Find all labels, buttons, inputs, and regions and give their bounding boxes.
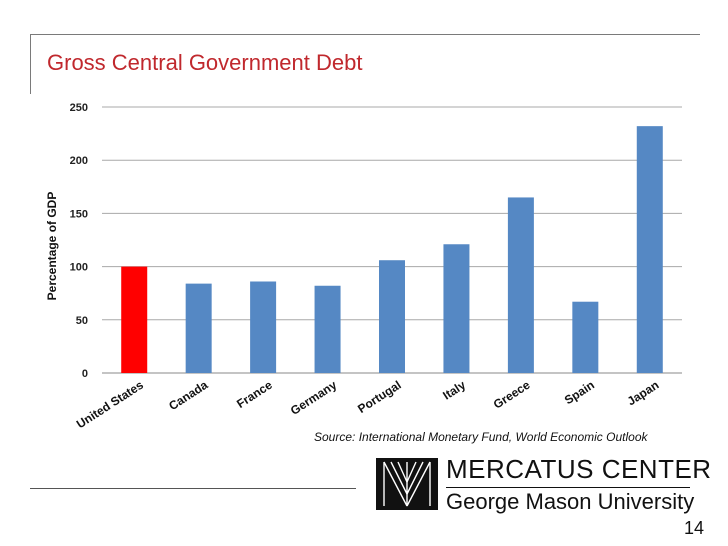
- x-tick-label: United States: [74, 378, 146, 432]
- left-frame-line: [30, 34, 31, 94]
- mercatus-logo-mark: [376, 458, 438, 510]
- bar-chart: 0 50 100 150 200 250 Percentage of GDP United S…: [45, 102, 682, 432]
- bar: [250, 281, 277, 373]
- page-number: 14: [683, 518, 704, 538]
- logo-divider: [446, 487, 690, 488]
- y-tick-label: 200: [70, 155, 88, 167]
- x-tick-label: Germany: [288, 378, 340, 418]
- logo-text-mercatus: MERCATUS CENTER: [446, 454, 712, 484]
- y-tick-label: 50: [76, 315, 88, 327]
- bar: [507, 197, 534, 373]
- x-tick-label: Canada: [166, 378, 210, 414]
- x-tick-label: Portugal: [355, 378, 403, 416]
- bar: [121, 266, 148, 373]
- bar: [314, 285, 341, 373]
- source-note: Source: International Monetary Fund, Wor…: [314, 430, 648, 444]
- bar: [379, 260, 405, 373]
- y-axis-label: Percentage of GDP: [45, 192, 59, 301]
- x-tick-label: Greece: [491, 378, 533, 412]
- x-tick-label: Italy: [440, 378, 468, 403]
- logo-text-university: George Mason University: [446, 489, 695, 514]
- bar: [572, 301, 599, 373]
- x-tick-label: Japan: [625, 378, 662, 409]
- y-tick-label: 0: [82, 368, 88, 380]
- bottom-left-rule: [30, 488, 356, 489]
- y-tick-label: 100: [70, 262, 88, 274]
- y-tick-label: 250: [70, 102, 88, 114]
- x-tick-label: France: [234, 378, 275, 411]
- x-tick-label: Spain: [562, 378, 597, 408]
- bar: [636, 126, 663, 373]
- slide-title: Gross Central Government Debt: [47, 50, 363, 75]
- bar: [185, 283, 212, 373]
- y-tick-label: 150: [70, 208, 88, 220]
- top-frame-line: [30, 34, 700, 35]
- bar: [443, 244, 470, 373]
